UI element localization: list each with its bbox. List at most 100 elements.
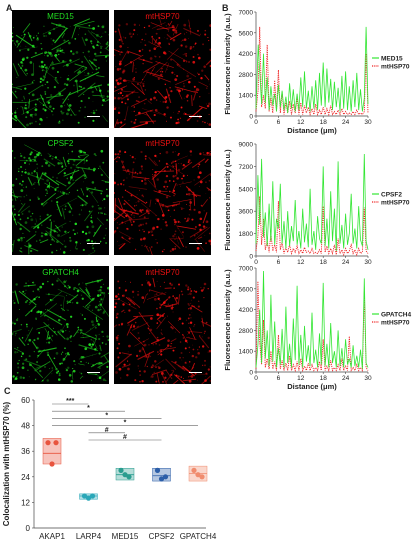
- scale-bar: [87, 116, 100, 118]
- legend-label-med15: MED15: [381, 56, 403, 63]
- line-profile-gpatch4: Fluorescence intensity (a.u.) 0 1400 2800 42…: [222, 262, 417, 399]
- data-point-med15: [122, 472, 127, 477]
- scale-bar: [189, 116, 202, 118]
- micrograph-gpatch4: GPATCH4: [12, 266, 109, 384]
- significance-label: *: [87, 405, 90, 412]
- x-tick-label: 30: [364, 375, 372, 382]
- significance-label: *: [124, 420, 127, 427]
- y-tick-label: 2800: [239, 72, 254, 79]
- y-tick-label: 1400: [239, 349, 254, 356]
- series-line-gpatch4: [256, 271, 368, 369]
- data-point-akap1: [49, 461, 54, 466]
- micrograph-mthsp70-2: mtHSP70: [114, 137, 211, 255]
- scale-bar: [189, 243, 202, 245]
- y-axis-label: Colocalization with mtHSP70 (%): [2, 401, 11, 526]
- x-tick-label: CPSF2: [149, 532, 175, 541]
- x-tick-label: AKAP1: [39, 532, 65, 541]
- y-tick-label: 0: [249, 370, 253, 377]
- significance-label: #: [105, 427, 109, 434]
- x-tick-label: 12: [297, 119, 305, 126]
- x-tick-label: 12: [297, 375, 305, 382]
- y-tick-label: 7000: [239, 10, 254, 17]
- line-profile-cpsf2: Fluorescence intensity (a.u.) 0 1800 3600 54…: [222, 138, 417, 275]
- micrograph-label-mthsp70-1: mtHSP70: [114, 12, 211, 21]
- y-tick-label: 7200: [239, 164, 254, 171]
- y-tick-label: 12: [21, 498, 30, 507]
- scale-bar: [87, 243, 100, 245]
- y-tick-label: 1400: [239, 93, 254, 100]
- y-tick-label: 1800: [239, 231, 254, 238]
- fluorescence-signal: [114, 278, 211, 384]
- x-tick-label: 0: [254, 119, 258, 126]
- x-tick-label: 18: [320, 119, 328, 126]
- significance-label: ***: [66, 398, 74, 405]
- data-point-cpsf2: [155, 468, 160, 473]
- y-tick-label: 9000: [239, 142, 254, 149]
- legend-label-mthsp70: mtHSP70: [381, 64, 410, 71]
- y-tick-label: 2800: [239, 328, 254, 335]
- x-tick-label: LARP4: [76, 532, 102, 541]
- series-line-cpsf2: [256, 154, 368, 251]
- micrograph-label-mthsp70-2: mtHSP70: [114, 139, 211, 148]
- x-tick-label: 6: [277, 375, 281, 382]
- data-point-med15: [118, 468, 123, 473]
- fluorescence-signal: [12, 278, 109, 383]
- y-axis-label: Fluorescence intensity (a.u.): [223, 13, 232, 115]
- fluorescence-signal: [12, 145, 109, 255]
- fluorescence-signal: [12, 19, 109, 128]
- legend-label-mthsp70: mtHSP70: [381, 200, 410, 207]
- data-point-gpatch4: [191, 468, 196, 473]
- legend-label-cpsf2: CPSF2: [381, 192, 402, 199]
- y-tick-label: 36: [21, 447, 30, 456]
- y-tick-label: 5400: [239, 186, 254, 193]
- x-tick-label: 18: [320, 375, 328, 382]
- y-tick-label: 0: [249, 114, 253, 121]
- y-tick-label: 48: [21, 422, 30, 431]
- micrograph-med15: MED15: [12, 10, 109, 128]
- fluorescence-signal: [114, 13, 211, 128]
- x-tick-label: 24: [342, 119, 350, 126]
- fluorescence-signal: [114, 150, 211, 255]
- micrograph-label-gpatch4: GPATCH4: [12, 268, 109, 277]
- y-tick-label: 4200: [239, 51, 254, 58]
- significance-label: *: [105, 412, 108, 419]
- x-tick-label: 30: [364, 119, 372, 126]
- data-point-akap1: [45, 440, 50, 445]
- y-tick-label: 24: [21, 473, 30, 482]
- y-axis-label: Fluorescence intensity (a.u.): [223, 269, 232, 371]
- micrograph-label-mthsp70-3: mtHSP70: [114, 268, 211, 277]
- series-line-mthsp70: [256, 196, 368, 255]
- y-tick-label: 3600: [239, 209, 254, 216]
- y-tick-label: 60: [21, 396, 30, 405]
- legend-label-gpatch4: GPATCH4: [381, 312, 411, 319]
- significance-label: #: [123, 434, 127, 441]
- series-line-mthsp70: [256, 27, 368, 115]
- x-axis-label: Distance (μm): [287, 382, 337, 391]
- micrograph-cpsf2: CPSF2: [12, 137, 109, 255]
- colocalization-chart: Colocalization with mtHSP70 (%) 0 12 24 36 48…: [0, 392, 220, 555]
- y-tick-label: 0: [26, 524, 31, 533]
- x-tick-label: MED15: [112, 532, 139, 541]
- y-axis-label: Fluorescence intensity (a.u.): [223, 149, 232, 251]
- data-point-akap1: [53, 440, 58, 445]
- legend-label-mthsp70: mtHSP70: [381, 320, 410, 327]
- x-axis-label: Distance (μm): [287, 126, 337, 135]
- micrograph-mthsp70-1: mtHSP70: [114, 10, 211, 128]
- series-line-med15: [256, 27, 368, 113]
- data-point-cpsf2: [159, 476, 164, 481]
- micrograph-label-cpsf2: CPSF2: [12, 139, 109, 148]
- y-tick-label: 0: [249, 254, 253, 261]
- x-tick-label: 6: [277, 119, 281, 126]
- micrograph-mthsp70-3: mtHSP70: [114, 266, 211, 384]
- y-tick-label: 5600: [239, 30, 254, 37]
- micrograph-label-med15: MED15: [12, 12, 109, 21]
- x-tick-label: GPATCH4: [180, 532, 217, 541]
- y-tick-label: 7000: [239, 266, 254, 273]
- scale-bar: [189, 372, 202, 374]
- y-tick-label: 5600: [239, 286, 254, 293]
- data-point-larp4: [86, 496, 91, 501]
- line-profile-med15: Fluorescence intensity (a.u.) 0 1400 2800 42…: [222, 6, 417, 143]
- y-tick-label: 4200: [239, 307, 254, 314]
- scale-bar: [87, 372, 100, 374]
- data-point-gpatch4: [195, 472, 200, 477]
